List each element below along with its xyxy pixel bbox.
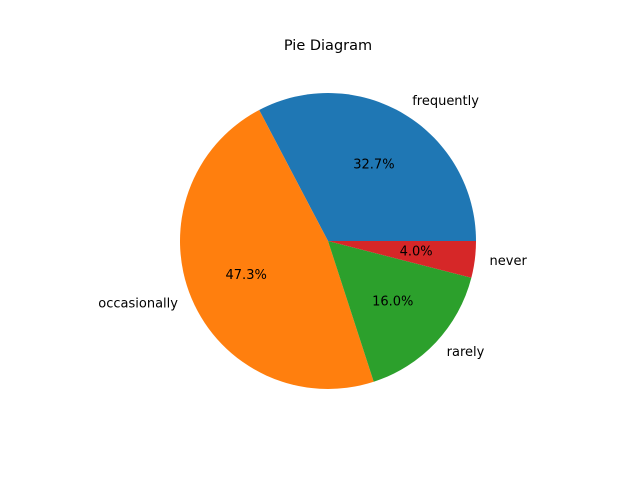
pct-label-frequently: 32.7%: [353, 157, 394, 172]
chart-title: Pie Diagram: [284, 38, 372, 54]
pct-label-occasionally: 47.3%: [226, 268, 267, 283]
slice-label-rarely: rarely: [447, 345, 485, 360]
slice-label-never: never: [490, 254, 528, 269]
slice-label-occasionally: occasionally: [98, 297, 178, 312]
slice-label-frequently: frequently: [412, 94, 479, 109]
pie-slice-occasionally: [179, 109, 374, 390]
pie-labels: 32.7% frequently 47.3% occasionally 16.0% rar…: [98, 94, 527, 360]
pct-label-never: 4.0%: [400, 245, 433, 260]
pct-label-rarely: 16.0%: [372, 294, 413, 309]
pie-slice-frequently: [259, 93, 476, 241]
pie-slice-never: [328, 241, 476, 278]
pie-slices: [179, 93, 476, 390]
pie-slice-rarely: [328, 241, 472, 382]
